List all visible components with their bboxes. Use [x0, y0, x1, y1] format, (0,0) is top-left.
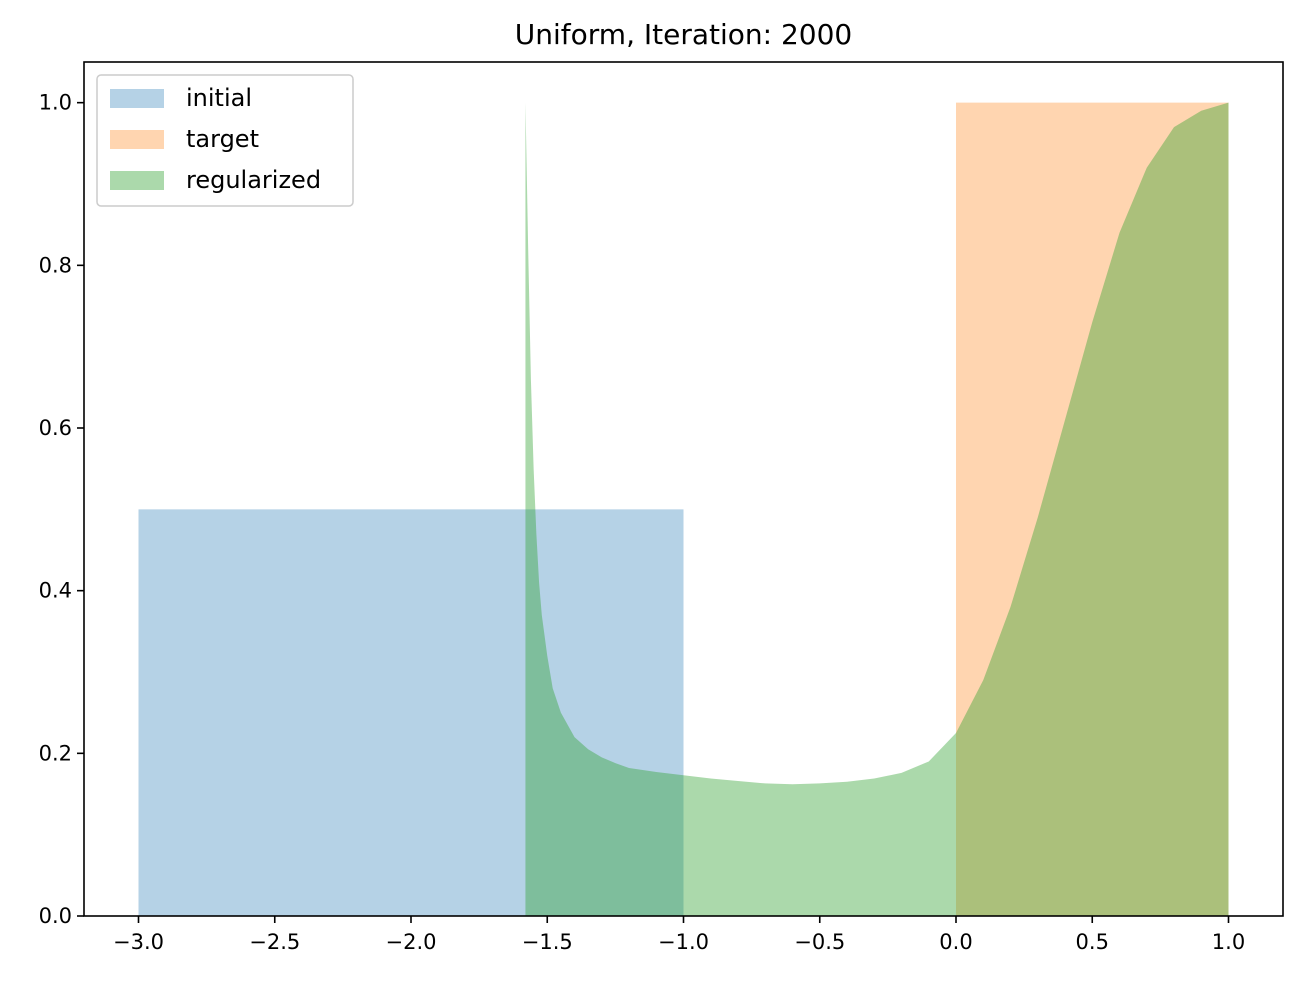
legend-swatch-target: [110, 130, 164, 149]
x-tick-label: −2.0: [386, 930, 437, 954]
area-regularized: [525, 102, 1229, 916]
y-tick-label: 0.6: [39, 416, 72, 440]
x-tick-label: −2.5: [249, 930, 300, 954]
y-tick-label: 0.0: [39, 904, 72, 928]
plot-areas: [138, 102, 1229, 916]
legend-label-target: target: [186, 125, 259, 153]
x-tick-label: −3.0: [113, 930, 164, 954]
legend-box: [96, 74, 354, 207]
legend-label-initial: initial: [186, 84, 252, 112]
x-tick-label: 1.0: [1212, 930, 1245, 954]
y-tick-label: 0.4: [39, 579, 72, 603]
x-tick-label: 0.0: [939, 930, 972, 954]
y-tick-label: 0.2: [39, 741, 72, 765]
x-axis: −3.0 −2.5 −2.0 −1.5 −1.0 −0.5 0.0 0.5 1.0: [113, 916, 1245, 954]
legend: initial target regularized: [96, 74, 354, 207]
y-tick-label: 1.0: [39, 91, 72, 115]
area-initial: [138, 509, 684, 916]
chart-title: Uniform, Iteration: 2000: [515, 18, 852, 51]
x-tick-label: −0.5: [794, 930, 845, 954]
x-tick-label: −1.5: [522, 930, 573, 954]
legend-label-regularized: regularized: [186, 166, 321, 194]
x-tick-label: −1.0: [658, 930, 709, 954]
y-tick-label: 0.8: [39, 253, 72, 277]
y-axis: 0.0 0.2 0.4 0.6 0.8 1.0: [39, 91, 84, 928]
legend-swatch-initial: [110, 89, 164, 108]
legend-swatch-regularized: [110, 171, 164, 190]
x-tick-label: 0.5: [1076, 930, 1109, 954]
area-target: [956, 102, 1229, 916]
